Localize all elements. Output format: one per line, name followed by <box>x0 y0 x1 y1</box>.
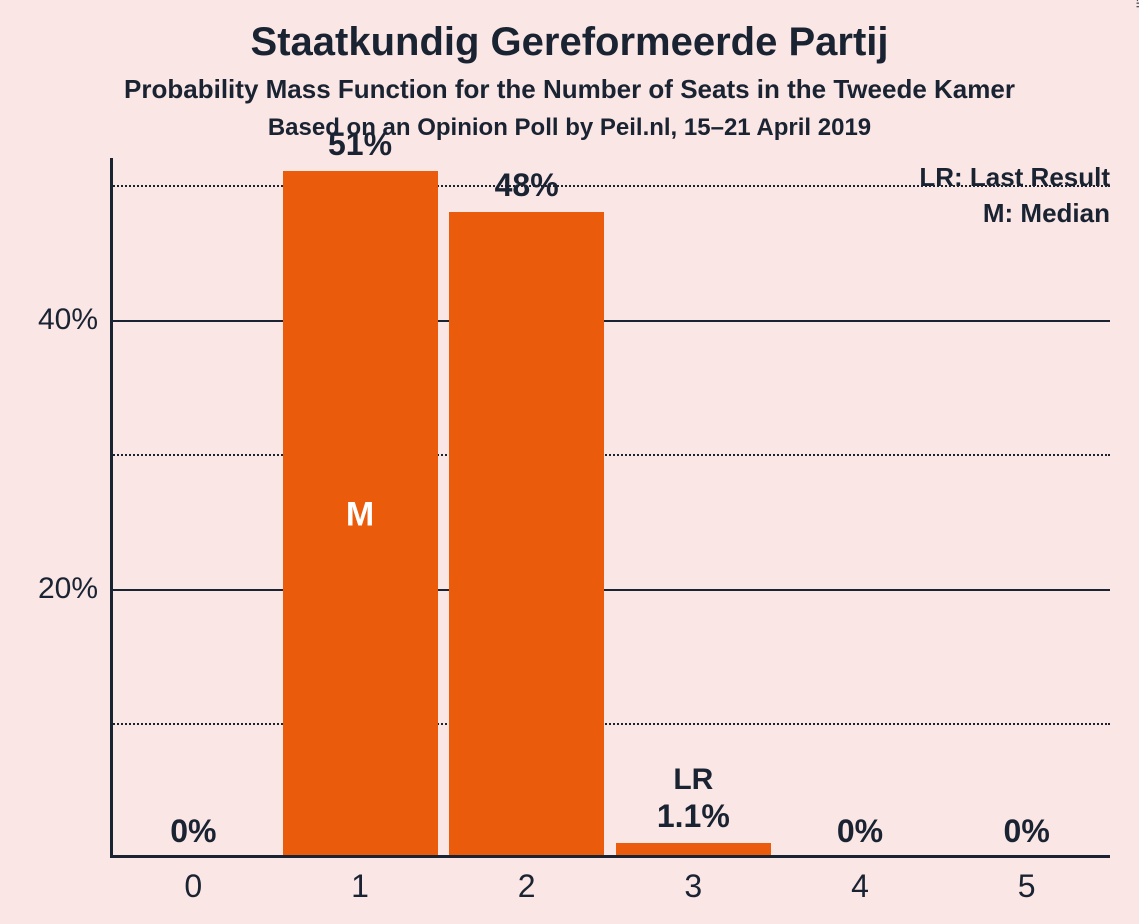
chart-subtitle-2: Based on an Opinion Poll by Peil.nl, 15–… <box>0 114 1139 142</box>
gridline-major <box>110 589 1110 591</box>
gridline-minor <box>110 723 1110 725</box>
bar-value-label: 1.1% <box>657 798 730 835</box>
bar-value-label: 48% <box>495 167 559 204</box>
x-tick-label: 5 <box>1018 868 1036 905</box>
chart-container: Staatkundig Gereformeerde Partij Probabi… <box>0 0 1139 924</box>
x-tick-label: 4 <box>851 868 869 905</box>
bar-median-marker: M <box>346 495 374 534</box>
y-tick-label: 40% <box>38 303 98 337</box>
bar-value-label: 0% <box>1004 813 1050 850</box>
x-tick-label: 1 <box>351 868 369 905</box>
x-tick-label: 3 <box>684 868 702 905</box>
bar-value-label: 0% <box>170 813 216 850</box>
y-tick-label: 20% <box>38 572 98 606</box>
legend-last-result: LR: Last Result <box>919 162 1110 193</box>
bar-annotation: LR <box>673 763 713 797</box>
bar-value-label: 0% <box>837 813 883 850</box>
gridline-major <box>110 320 1110 322</box>
plot-area: 20%40%0%0M51%148%21.1%LR30%40%5LR: Last … <box>110 158 1110 858</box>
bar <box>449 212 604 858</box>
chart-title: Staatkundig Gereformeerde Partij <box>0 20 1139 65</box>
gridline-minor <box>110 454 1110 456</box>
y-axis-line <box>110 158 113 858</box>
x-axis-line <box>110 855 1110 858</box>
bar-value-label: 51% <box>328 126 392 163</box>
x-tick-label: 2 <box>518 868 536 905</box>
x-tick-label: 0 <box>184 868 202 905</box>
copyright-label: © 2020 Filip van Laenen <box>1133 0 1139 8</box>
legend-median: M: Median <box>983 198 1110 229</box>
chart-subtitle-1: Probability Mass Function for the Number… <box>0 74 1139 105</box>
